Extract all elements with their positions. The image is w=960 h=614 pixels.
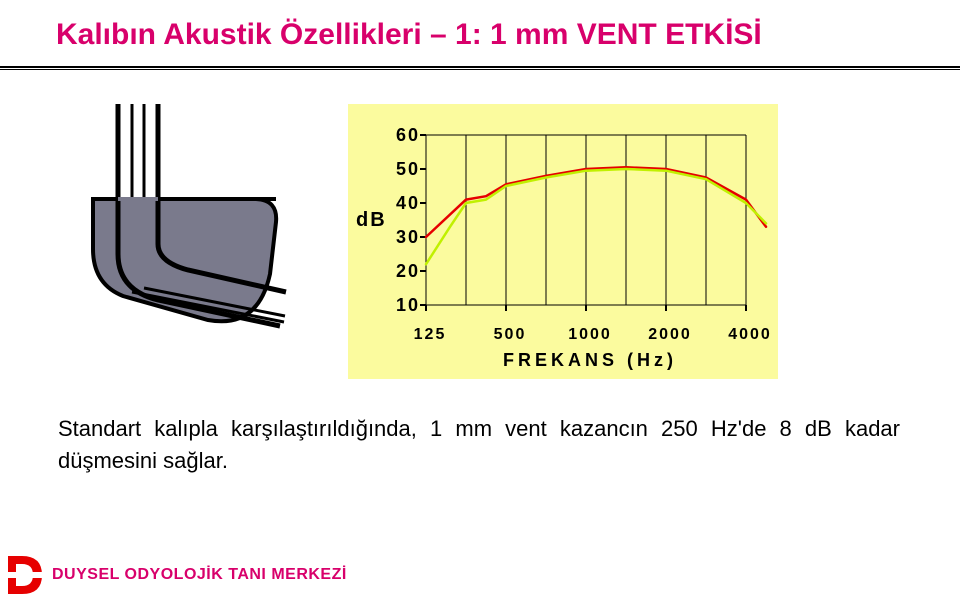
chart-ytick: 30: [396, 220, 420, 254]
chart-ytick: 40: [396, 186, 420, 220]
logo-icon: [4, 554, 44, 596]
chart-xlabel: FREKANS (Hz): [430, 344, 750, 371]
earmold-diagram: [58, 104, 288, 334]
content-row: dB 605040302010 125 500 1000 2000 4000 FREKA…: [0, 70, 960, 379]
chart-yticks: 605040302010: [396, 118, 426, 322]
frequency-response-chart: dB 605040302010 125500100020004000 FREKA…: [348, 104, 778, 379]
chart-xtick: 125: [398, 326, 462, 344]
chart-ytick: 50: [396, 152, 420, 186]
chart-ytick: 20: [396, 254, 420, 288]
chart-ytick: 10: [396, 288, 420, 322]
chart-xtick: 4000: [718, 326, 782, 344]
footer: DUYSEL ODYOLOJİK TANI MERKEZİ: [0, 554, 347, 596]
chart-ytick: 60: [396, 118, 420, 152]
chart-xtick: 2000: [638, 326, 702, 344]
chart-xtick: 1000: [558, 326, 622, 344]
body-paragraph: Standart kalıpla karşılaştırıldığında, 1…: [0, 379, 960, 477]
chart-plot-area: [426, 118, 746, 322]
page-title: Kalıbın Akustik Özellikleri – 1: 1 mm VE…: [0, 0, 960, 52]
chart-ylabel: dB: [356, 209, 396, 232]
chart-xtick: 500: [478, 326, 542, 344]
chart-xticks: 125500100020004000: [430, 322, 750, 344]
footer-text: DUYSEL ODYOLOJİK TANI MERKEZİ: [52, 566, 347, 584]
